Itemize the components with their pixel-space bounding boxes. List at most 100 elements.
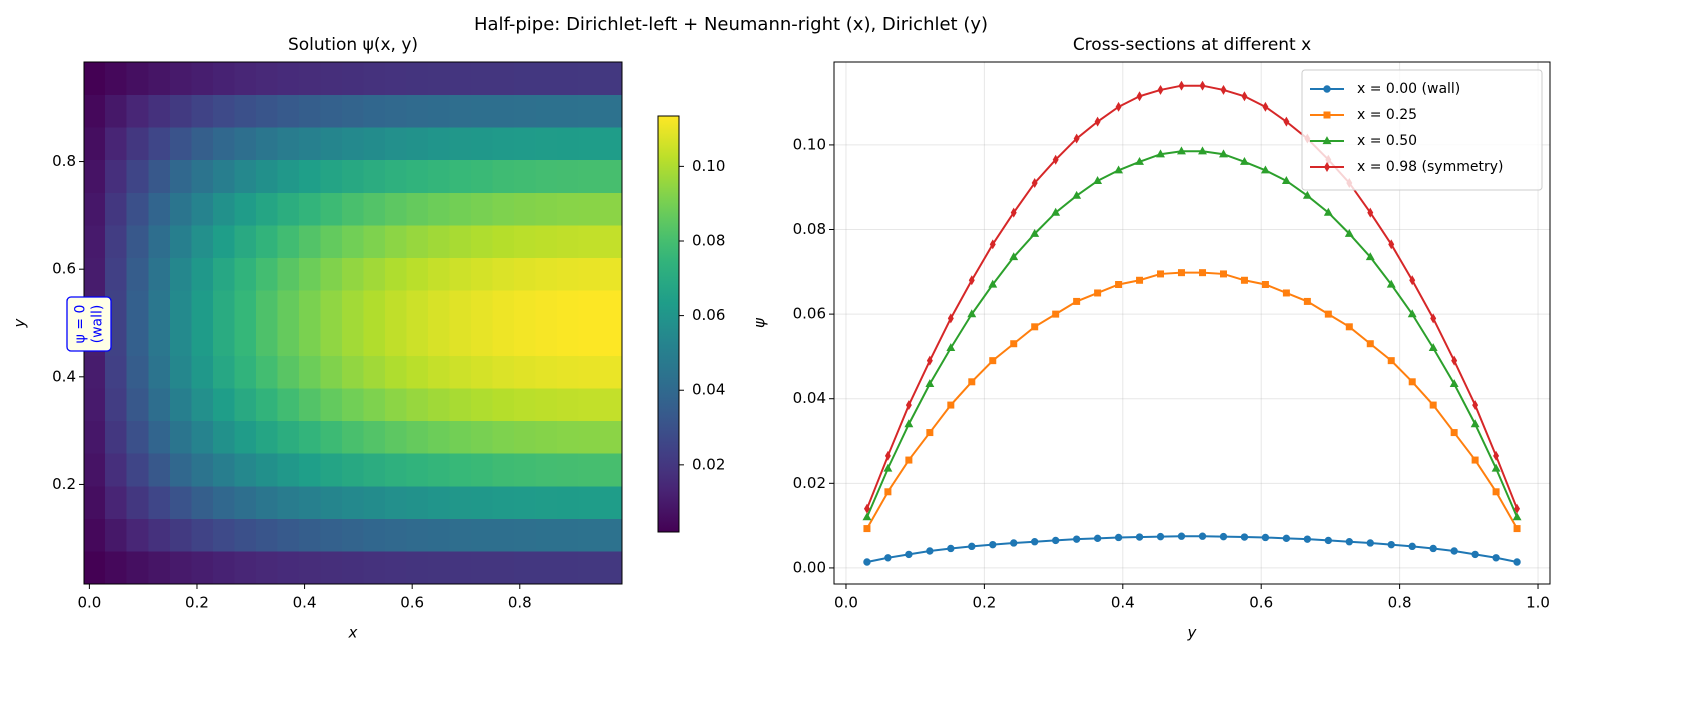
marker — [863, 503, 870, 514]
heatmap-cell — [191, 452, 214, 487]
heatmap-cell — [320, 126, 343, 161]
heatmap-cell — [492, 224, 515, 259]
heatmap-cell — [471, 550, 494, 585]
legend-box — [1301, 69, 1543, 191]
marker — [1365, 252, 1375, 261]
marker — [968, 378, 976, 386]
heatmap-cell — [514, 224, 537, 259]
marker — [926, 547, 934, 555]
heatmap-cell — [126, 61, 149, 96]
subplot-title: Solution ψ(x, y) — [288, 35, 418, 55]
heatmap-cell — [492, 452, 515, 487]
heatmap-cell — [277, 518, 300, 552]
heatmap-cell — [492, 518, 515, 552]
heatmap-cell — [535, 485, 558, 520]
heatmap-cell — [169, 518, 192, 552]
heatmap-cell — [298, 159, 322, 194]
marker — [1324, 162, 1330, 172]
heatmap-cell — [191, 289, 214, 324]
heatmap-cell — [298, 61, 322, 96]
heatmap-cell — [514, 257, 537, 291]
marker — [1282, 534, 1291, 543]
marker — [1114, 533, 1123, 542]
heatmap-cell — [384, 518, 408, 552]
heatmap-cell — [126, 126, 149, 161]
heatmap-cell — [449, 518, 472, 552]
heatmap-cell — [535, 192, 558, 226]
marker — [1281, 176, 1291, 184]
heatmap-cell — [557, 420, 580, 454]
marker — [1261, 281, 1269, 289]
colorbar-tick-label: 0.08 — [692, 231, 725, 249]
heatmap-cell — [234, 387, 257, 422]
heatmap-cell — [471, 289, 494, 324]
marker — [1367, 207, 1374, 218]
marker — [1219, 149, 1228, 158]
figure-title: Half-pipe: Dirichlet-left + Neumann-righ… — [474, 14, 988, 35]
marker — [947, 544, 955, 553]
marker — [1052, 154, 1059, 165]
heatmap-cell — [148, 257, 171, 291]
heatmap-cell — [341, 355, 365, 389]
y-tick-label: 0.6 — [52, 260, 76, 278]
heatmap-cell — [406, 322, 429, 357]
heatmap-cell — [449, 387, 472, 422]
heatmap-cell — [600, 485, 623, 520]
heatmap-cell — [341, 485, 365, 520]
heatmap-cell — [557, 387, 580, 422]
heatmap-cell — [514, 420, 537, 454]
heatmap-cell — [320, 485, 343, 520]
heatmap-cell — [428, 387, 451, 422]
heatmap-cell — [535, 289, 558, 324]
heatmap-cell — [277, 224, 300, 259]
marker — [1302, 190, 1312, 199]
heatmap-cell — [363, 387, 386, 422]
heatmap-cell — [600, 387, 623, 422]
heatmap-cell — [428, 61, 451, 96]
heatmap-cell — [105, 94, 128, 128]
heatmap-cell — [363, 420, 386, 454]
heatmap-cell — [298, 518, 322, 552]
heatmap-cell — [384, 192, 408, 226]
marker — [1303, 297, 1311, 305]
marker — [926, 429, 934, 437]
x-tick-label: 0.8 — [1388, 594, 1412, 612]
marker — [968, 275, 975, 286]
heatmap-cell — [255, 420, 278, 454]
heatmap-cell — [341, 61, 365, 96]
heatmap-cell — [212, 355, 235, 389]
heatmap-cell — [363, 159, 386, 194]
heatmap-cell — [428, 289, 451, 324]
heatmap-cell — [277, 94, 300, 128]
heatmap-cell — [234, 518, 257, 552]
heatmap-cell — [514, 452, 537, 487]
marker — [1135, 533, 1144, 541]
heatmap-cell — [492, 387, 515, 422]
annotation-box — [66, 296, 112, 352]
heatmap-cell — [428, 518, 451, 552]
heatmap-cell — [384, 126, 408, 161]
heatmap-cell — [126, 322, 149, 357]
marker — [905, 456, 913, 464]
heatmap-cell — [428, 126, 451, 161]
heatmap-cell — [600, 192, 623, 226]
marker — [967, 309, 977, 318]
heatmap-cell — [600, 61, 623, 96]
heatmap-cell — [557, 322, 580, 357]
heatmap-cell — [234, 485, 257, 520]
heatmap-cell — [578, 452, 601, 487]
y-tick-label: 0.00 — [793, 558, 826, 576]
heatmap-cell — [406, 452, 429, 487]
marker — [1030, 228, 1040, 237]
heatmap-cell — [600, 355, 623, 389]
marker — [1345, 323, 1353, 331]
heatmap-cell — [384, 224, 408, 259]
marker — [1324, 310, 1332, 318]
heatmap-cell — [428, 485, 451, 520]
heatmap-cell — [578, 257, 601, 291]
marker — [1135, 157, 1144, 165]
heatmap-cell — [557, 257, 580, 291]
heatmap-cell — [471, 159, 494, 194]
